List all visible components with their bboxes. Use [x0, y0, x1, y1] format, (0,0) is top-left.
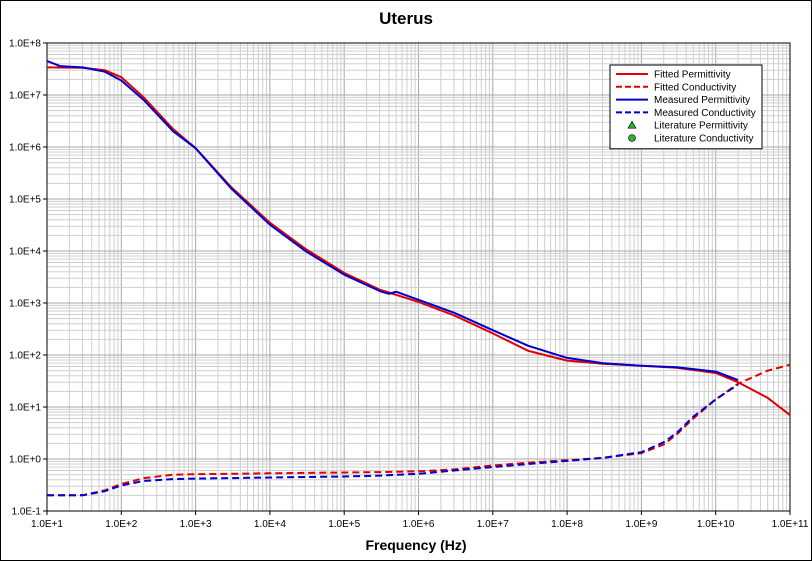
x-tick-label: 1.0E+6 — [403, 519, 435, 530]
series-measured-conductivity — [47, 383, 739, 497]
x-tick-label: 1.0E+7 — [477, 519, 509, 530]
y-tick-label: 1.0E-1 — [12, 507, 42, 518]
x-tick-label: 1.0E+2 — [105, 519, 137, 530]
legend-circle-marker — [628, 134, 636, 142]
y-tick-label: 1.0E+6 — [9, 143, 41, 154]
y-tick-label: 1.0E+0 — [9, 455, 41, 466]
series-layer — [46, 60, 791, 497]
series-measured-permittivity — [46, 60, 739, 381]
x-axis-label: Frequency (Hz) — [365, 537, 466, 553]
legend-label: Fitted Permittivity — [654, 70, 731, 81]
y-tick-label: 1.0E+1 — [9, 403, 41, 414]
x-tick-label: 1.0E+3 — [180, 519, 212, 530]
x-axis-ticks: 1.0E+1 1.0E+2 1.0E+3 1.0E+4 1.0E+5 1.0E+6 1.0E… — [31, 511, 809, 530]
series-fitted-conductivity — [47, 363, 791, 497]
x-tick-label: 1.0E+10 — [697, 519, 735, 530]
x-tick-label: 1.0E+1 — [31, 519, 63, 530]
grid — [46, 43, 790, 512]
chart-title: Uterus — [379, 9, 433, 28]
legend-triangle-marker — [627, 120, 637, 129]
y-tick-label: 1.0E+8 — [9, 39, 41, 50]
x-tick-label: 1.0E+4 — [254, 519, 286, 530]
x-tick-label: 1.0E+9 — [625, 519, 657, 530]
y-tick-label: 1.0E+2 — [9, 351, 41, 362]
x-tick-label: 1.0E+5 — [328, 519, 360, 530]
legend-label: Literature Permittivity — [654, 121, 748, 132]
y-tick-label: 1.0E+7 — [9, 91, 41, 102]
legend-label: Measured Conductivity — [654, 108, 756, 119]
y-tick-label: 1.0E+5 — [9, 195, 41, 206]
y-axis-ticks: 1.0E-1 1.0E+0 1.0E+1 1.0E+2 1.0E+3 1.0E+4 1.0E… — [9, 39, 47, 518]
y-tick-label: 1.0E+3 — [9, 299, 41, 310]
x-tick-label: 1.0E+8 — [551, 519, 583, 530]
legend-label: Fitted Conductivity — [654, 82, 736, 93]
y-tick-label: 1.0E+4 — [9, 247, 41, 258]
legend-label: Literature Conductivity — [654, 134, 754, 145]
legend-label: Measured Permittivity — [654, 95, 750, 106]
legend-box — [609, 64, 763, 150]
x-tick-label: 1.0E+11 — [772, 519, 809, 530]
